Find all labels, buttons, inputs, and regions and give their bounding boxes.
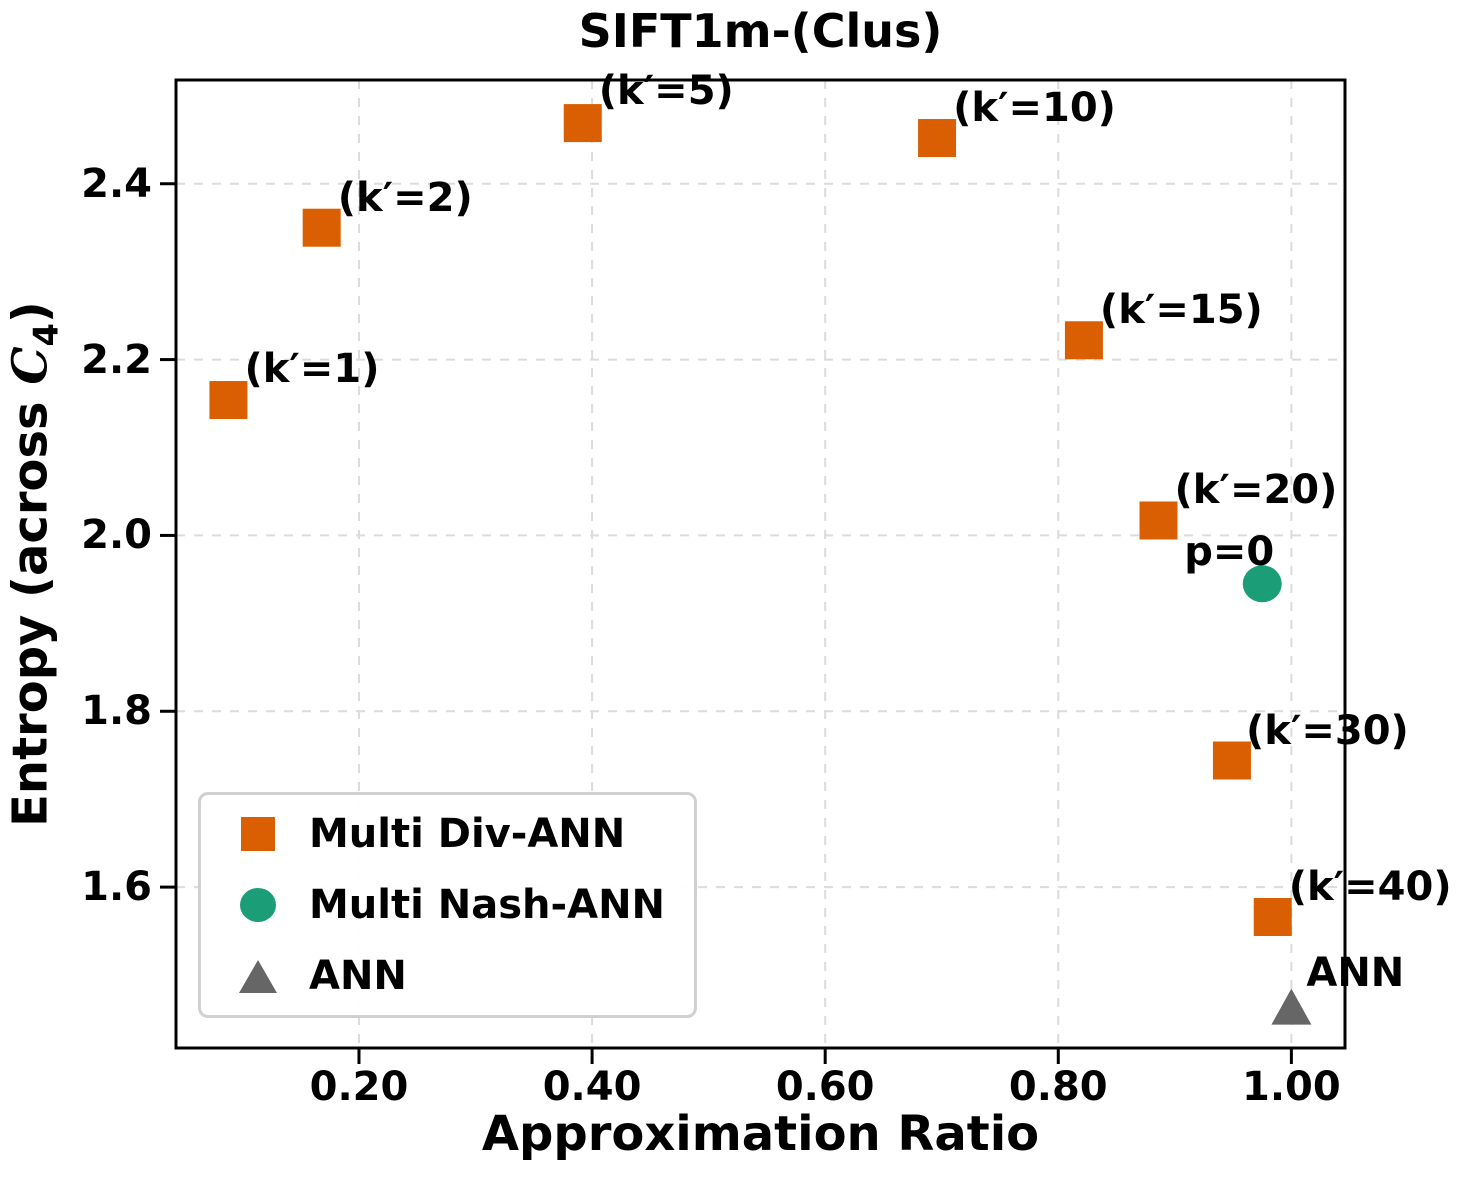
data-point-square [563,104,602,143]
y-tick-label: 1.8 [81,688,152,735]
legend-entry-ann: ANN [235,944,694,1008]
data-point-square [302,208,341,247]
point-annotation: (k′=5) [598,68,734,115]
legend-label: ANN [309,953,407,999]
point-annotation: (k′=40) [1288,863,1452,910]
y-tick-label: 1.6 [81,864,152,911]
x-tick-label: 1.00 [1242,1064,1341,1110]
legend-label: Multi Nash-ANN [309,882,666,928]
point-annotation: (k′=30) [1245,707,1409,754]
legend-marker-cell [235,959,281,993]
point-annotation: p=0 [1184,528,1275,575]
x-tick-label: 0.80 [1008,1064,1108,1110]
data-point-square [1253,897,1292,936]
data-point-square [1212,741,1251,780]
point-annotation: (k′=20) [1174,467,1338,514]
point-annotation: (k′=15) [1099,287,1263,334]
x-tick-label: 0.20 [309,1064,409,1110]
y-tick-label: 2.0 [81,512,152,559]
x-axis-label: Approximation Ratio [481,1106,1040,1162]
circle-marker-icon [240,888,276,922]
x-tick-label: 0.40 [542,1064,642,1110]
point-annotation: (k′=1) [244,346,380,393]
square-marker-icon [241,817,275,851]
y-axis-label-prefix: Entropy (across [2,384,59,827]
legend-entry-multi-div-ann: Multi Div-ANN [235,802,694,866]
y-tick-label: 2.2 [81,336,152,383]
legend-marker-cell [235,817,281,851]
legend-entry-multi-nash-ann: Multi Nash-ANN [235,873,694,937]
data-point-square [1064,321,1103,360]
data-point-circle [1242,565,1282,603]
point-annotation: (k′=2) [337,174,473,221]
point-annotation: ANN [1306,949,1405,996]
legend: Multi Div-ANN Multi Nash-ANN ANN [198,792,697,1018]
legend-label: Multi Div-ANN [309,811,626,857]
y-axis-label-suffix: ) [2,301,59,324]
data-point-triangle [1271,988,1312,1025]
plot-border [174,78,1347,1050]
y-tick-label: 2.4 [81,160,152,207]
point-annotation: (k′=10) [953,85,1116,132]
legend-marker-cell [235,888,281,922]
x-tick-label: 0.60 [775,1064,875,1110]
data-point-square [1139,501,1178,540]
chart-title: SIFT1m-(Clus) [578,4,943,58]
triangle-marker-icon [239,959,277,993]
data-point-square [918,119,957,158]
data-point-square [209,381,248,420]
